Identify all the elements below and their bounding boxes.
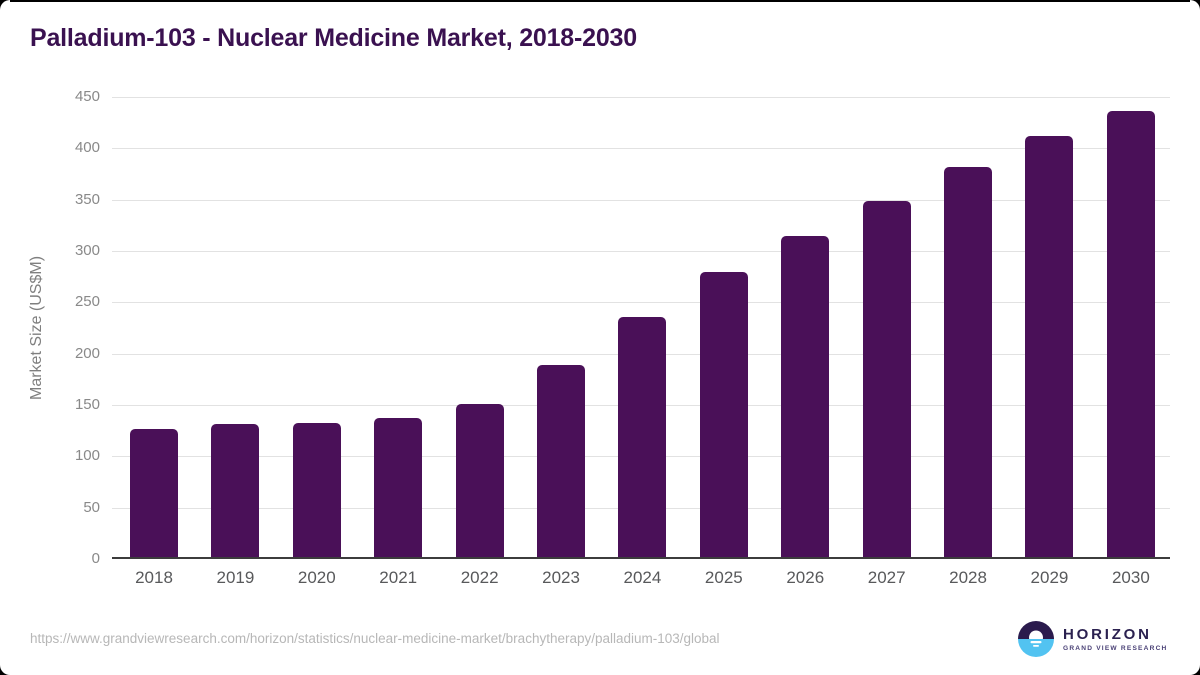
x-tick-label-2030: 2030 xyxy=(1111,568,1150,587)
rounded-corner-artifact xyxy=(0,0,10,10)
y-tick-label: 350 xyxy=(74,190,100,208)
gridline xyxy=(112,251,1170,252)
y-tick-label: 150 xyxy=(74,396,100,413)
bar-2029 xyxy=(1025,136,1074,559)
bar-2018 xyxy=(130,428,178,559)
bar-2027 xyxy=(862,200,911,559)
logo-name: HORIZON xyxy=(1063,625,1152,643)
y-tick-label: 200 xyxy=(74,344,100,362)
chart-title: Palladium-103 - Nuclear Medicine Market,… xyxy=(30,24,637,52)
rounded-corner-artifact xyxy=(1190,665,1200,675)
x-axis-line xyxy=(112,557,1170,559)
y-tick-label: 50 xyxy=(83,498,100,516)
x-tick-label-2022: 2022 xyxy=(460,568,499,587)
x-tick-label-2018: 2018 xyxy=(135,568,173,587)
gridline xyxy=(112,302,1170,304)
x-tick-label-2026: 2026 xyxy=(786,568,825,587)
source-url: https://www.grandviewresearch.com/horizo… xyxy=(30,631,720,646)
x-tick-label-2025: 2025 xyxy=(704,568,743,587)
bar-2022 xyxy=(455,404,504,559)
bar-2030 xyxy=(1106,111,1155,559)
x-tick-label-2021: 2021 xyxy=(379,568,418,587)
screenshot-top-edge xyxy=(0,0,1200,2)
x-axis-tick-labels: 2018 2019 2020 2021 2022 2023 2024 2025 2026 2027… xyxy=(112,568,1170,588)
bar-2021 xyxy=(374,418,423,559)
gridline xyxy=(112,97,1170,98)
y-tick-label: 250 xyxy=(74,293,100,311)
bar-series xyxy=(112,97,1170,559)
bar-2028 xyxy=(944,166,993,559)
rounded-corner-artifact xyxy=(0,665,10,675)
x-tick-label-2023: 2023 xyxy=(542,568,580,587)
gridline xyxy=(112,148,1170,150)
horizon-sun-circle-icon xyxy=(1018,621,1054,657)
y-tick-label: 300 xyxy=(74,242,100,259)
rounded-corner-artifact xyxy=(1190,0,1200,10)
y-tick-label: 450 xyxy=(74,88,100,105)
x-tick-label-2028: 2028 xyxy=(949,568,987,587)
horizon-logo: HORIZON GRAND VIEW RESEARCH xyxy=(1018,621,1168,657)
y-tick-label: 0 xyxy=(91,550,100,567)
x-tick-label-2029: 2029 xyxy=(1030,568,1069,587)
bar-2023 xyxy=(537,365,586,559)
x-tick-label-2020: 2020 xyxy=(297,568,336,587)
y-axis-title: Market Size (US$M) xyxy=(28,255,45,401)
plot-area xyxy=(112,97,1170,559)
gridline xyxy=(112,199,1170,201)
bar-2019 xyxy=(211,423,260,559)
logo-subtitle: GRAND VIEW RESEARCH xyxy=(1063,644,1168,652)
bar-2025 xyxy=(699,271,748,559)
bar-2020 xyxy=(292,422,341,559)
bar-2024 xyxy=(618,316,667,559)
y-tick-label: 400 xyxy=(74,139,100,157)
x-tick-label-2024: 2024 xyxy=(623,568,662,587)
y-tick-label: 100 xyxy=(74,447,100,465)
x-tick-label-2027: 2027 xyxy=(867,568,906,587)
bar-2026 xyxy=(781,235,830,559)
x-tick-label-2019: 2019 xyxy=(216,568,255,587)
logo-text: HORIZON GRAND VIEW RESEARCH xyxy=(1063,627,1168,652)
